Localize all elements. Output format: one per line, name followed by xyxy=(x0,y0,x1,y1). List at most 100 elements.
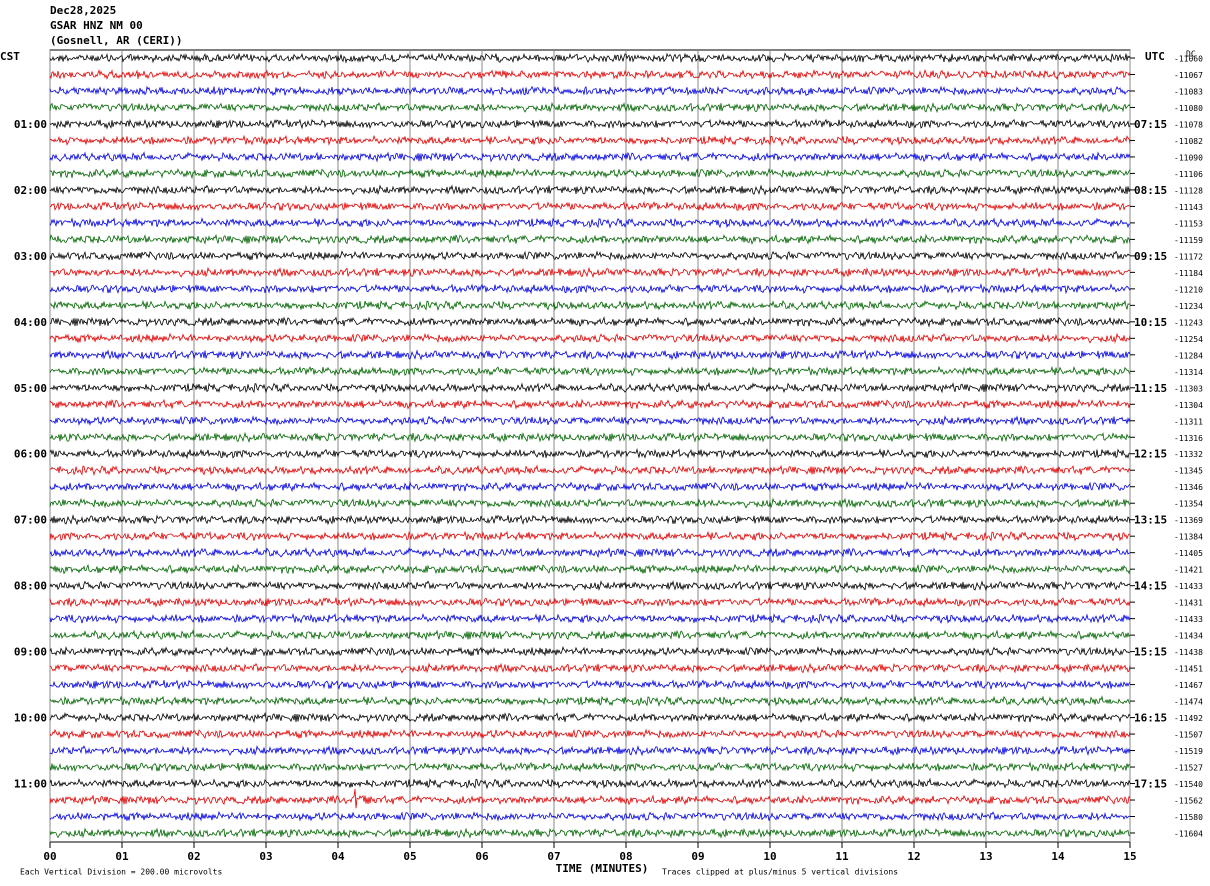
trace xyxy=(49,299,1131,312)
trace xyxy=(49,118,1131,130)
dc-value: -11354 xyxy=(1174,500,1203,509)
dc-value: -11604 xyxy=(1174,830,1203,839)
dc-value: -11243 xyxy=(1174,318,1203,327)
trace xyxy=(49,695,1131,707)
x-axis-label: TIME (MINUTES) xyxy=(556,862,649,875)
right-label: UTC xyxy=(1145,50,1165,63)
dc-value: -11284 xyxy=(1174,351,1203,360)
dc-value: -11580 xyxy=(1174,813,1203,822)
trace xyxy=(49,563,1131,575)
dc-value: -11128 xyxy=(1174,186,1203,195)
dc-value: -11433 xyxy=(1174,615,1203,624)
right-time: 11:15 xyxy=(1134,382,1167,395)
x-tick-label: 15 xyxy=(1123,850,1136,863)
dc-value: -11527 xyxy=(1174,764,1203,773)
dc-value: -11451 xyxy=(1174,665,1203,674)
left-time: 10:00 xyxy=(14,712,47,725)
dc-value: -11143 xyxy=(1174,203,1203,212)
dc-value: -11316 xyxy=(1174,434,1203,443)
trace xyxy=(49,711,1131,724)
trace xyxy=(49,68,1131,80)
dc-value: -11159 xyxy=(1174,236,1203,245)
trace xyxy=(49,216,1131,229)
dc-label: DC xyxy=(1186,50,1196,59)
x-tick-label: 02 xyxy=(187,850,200,863)
trace xyxy=(49,316,1131,328)
dc-value: -11060 xyxy=(1174,55,1203,64)
trace xyxy=(49,629,1131,641)
left-time: 09:00 xyxy=(14,646,47,659)
dc-value: -11562 xyxy=(1174,797,1203,806)
dc-value: -11153 xyxy=(1174,219,1203,228)
dc-value: -11519 xyxy=(1174,747,1203,756)
trace xyxy=(49,728,1131,740)
left-time: 03:00 xyxy=(14,250,47,263)
left-time: 07:00 xyxy=(14,514,47,527)
dc-value: -11369 xyxy=(1174,516,1203,525)
dc-value: -11311 xyxy=(1174,417,1203,426)
trace xyxy=(49,645,1131,657)
trace xyxy=(49,85,1131,97)
trace xyxy=(49,332,1131,344)
dc-value: -11254 xyxy=(1174,335,1203,344)
right-time: 15:15 xyxy=(1134,646,1167,659)
trace xyxy=(49,789,1131,809)
left-time: 01:00 xyxy=(14,118,47,131)
trace xyxy=(49,398,1131,410)
x-tick-label: 10 xyxy=(763,850,776,863)
trace xyxy=(49,349,1131,361)
x-tick-label: 05 xyxy=(403,850,416,863)
left-time: 06:00 xyxy=(14,448,47,461)
dc-value: -11210 xyxy=(1174,285,1203,294)
dc-value: -11345 xyxy=(1174,467,1203,476)
trace xyxy=(49,810,1131,822)
right-time: 09:15 xyxy=(1134,250,1167,263)
trace xyxy=(49,52,1131,64)
dc-value: -11431 xyxy=(1174,599,1203,608)
dc-value: -11434 xyxy=(1174,632,1203,641)
trace xyxy=(49,233,1131,245)
right-time: 10:15 xyxy=(1134,316,1167,329)
left-time: 05:00 xyxy=(14,382,47,395)
dc-value: -11080 xyxy=(1174,104,1203,113)
trace xyxy=(49,761,1131,773)
x-tick-label: 14 xyxy=(1051,850,1065,863)
x-tick-label: 00 xyxy=(43,850,56,863)
right-time: 14:15 xyxy=(1134,580,1167,593)
station: GSAR HNZ NM 00 xyxy=(50,19,143,32)
right-time: 12:15 xyxy=(1134,448,1167,461)
dc-value: -11083 xyxy=(1174,87,1203,96)
dc-value: -11067 xyxy=(1174,71,1203,80)
trace xyxy=(49,464,1131,477)
dc-value: -11303 xyxy=(1174,384,1203,393)
x-tick-label: 03 xyxy=(259,850,272,863)
x-tick-label: 07 xyxy=(547,850,560,863)
dc-value: -11507 xyxy=(1174,731,1203,740)
left-time: 11:00 xyxy=(14,778,47,791)
right-time: 07:15 xyxy=(1134,118,1167,131)
dc-value: -11090 xyxy=(1174,153,1203,162)
trace xyxy=(49,447,1131,460)
left-time: 04:00 xyxy=(14,316,47,329)
trace xyxy=(49,150,1131,163)
dc-value: -11346 xyxy=(1174,483,1203,492)
left-label: CST xyxy=(0,50,20,63)
left-time: 08:00 xyxy=(14,580,47,593)
trace xyxy=(49,777,1131,790)
trace xyxy=(49,415,1131,427)
trace xyxy=(49,662,1131,674)
trace xyxy=(49,250,1131,262)
trace xyxy=(49,481,1131,493)
trace xyxy=(49,431,1131,443)
right-time: 08:15 xyxy=(1134,184,1167,197)
left-time: 02:00 xyxy=(14,184,47,197)
x-tick-label: 09 xyxy=(691,850,704,863)
x-tick-label: 01 xyxy=(115,850,129,863)
date: Dec28,2025 xyxy=(50,4,116,17)
dc-value: -11082 xyxy=(1174,137,1203,146)
location: (Gosnell, AR (CERI)) xyxy=(50,34,182,47)
dc-value: -11234 xyxy=(1174,302,1203,311)
trace xyxy=(49,530,1131,542)
footer-right: Traces clipped at plus/minus 5 vertical … xyxy=(662,868,898,877)
